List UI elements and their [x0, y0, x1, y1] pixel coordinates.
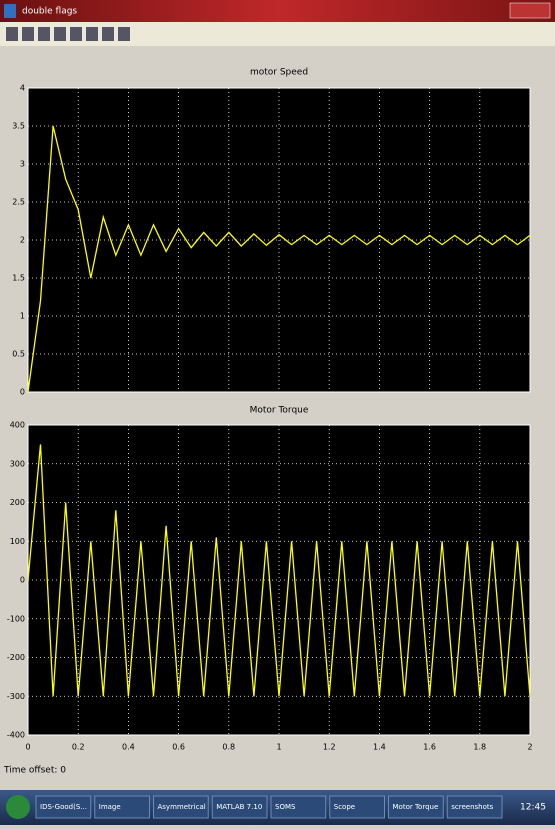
- taskbar-item-label: SOMS: [275, 803, 296, 811]
- y-tick-label: -200: [7, 653, 25, 662]
- clock: 12:45: [520, 803, 546, 813]
- x-tick-label: 1.8: [473, 743, 486, 752]
- y-tick-label: -100: [7, 614, 25, 623]
- scope-window: double flags motor Speed 0 0.5 1 1.5 2 2.5 3 3.5…: [0, 0, 555, 825]
- y-tick-label: 0: [20, 576, 25, 585]
- y-tick-label: 100: [10, 537, 25, 546]
- taskbar-item-label: MATLAB 7.10: [216, 803, 262, 811]
- y-tick-label: 3.5: [12, 122, 25, 131]
- x-tick-label: 0.6: [172, 743, 185, 752]
- taskbar-item-label: Image: [99, 803, 121, 811]
- taskbar-item-label: Asymmetrical: [158, 803, 206, 811]
- y-tick-label: -300: [7, 692, 25, 701]
- window-title: double flags: [22, 7, 77, 17]
- taskbar-item-label: IDS-Good(S...: [40, 803, 87, 811]
- y-tick-label: 4: [20, 84, 25, 93]
- x-tick-label: 0.4: [122, 743, 135, 752]
- plot-title: Motor Torque: [250, 406, 309, 416]
- toolbar: [0, 22, 555, 46]
- x-tick-label: 1.2: [323, 743, 336, 752]
- y-tick-label: 400: [10, 421, 25, 430]
- y-tick-label: 3: [20, 160, 25, 169]
- x-tick-label: 0.8: [222, 743, 235, 752]
- taskbar-item-label: Scope: [334, 803, 355, 811]
- y-tick-label: 300: [10, 459, 25, 468]
- taskbar-item-label: Motor Torque: [393, 803, 439, 811]
- taskbar-item-label: screenshots: [451, 803, 493, 811]
- x-tick-label: 2: [527, 743, 532, 752]
- y-tick-label: 0.5: [12, 350, 25, 359]
- x-tick-label: 1: [276, 743, 281, 752]
- y-tick-label: 1.5: [12, 274, 25, 283]
- y-tick-label: 1: [20, 312, 25, 321]
- y-tick-label: 2.5: [12, 198, 25, 207]
- time-offset: Time offset: 0: [3, 766, 66, 776]
- x-tick-label: 1.4: [373, 743, 386, 752]
- x-tick-label: 0.2: [72, 743, 85, 752]
- x-tick-label: 1.6: [423, 743, 436, 752]
- y-tick-label: 200: [10, 498, 25, 507]
- y-tick-label: 0: [20, 388, 25, 397]
- y-tick-label: 2: [20, 236, 25, 245]
- app-icon: [4, 4, 16, 18]
- plot-title: motor Speed: [250, 68, 308, 78]
- y-tick-label: -400: [7, 731, 25, 740]
- window-controls[interactable]: [510, 3, 550, 18]
- page: double flags motor Speed 0 0.5 1 1.5 2 2.5 3 3.5…: [0, 0, 555, 825]
- title-bar: [0, 0, 555, 22]
- start-button[interactable]: [6, 795, 30, 819]
- x-tick-label: 0: [25, 743, 30, 752]
